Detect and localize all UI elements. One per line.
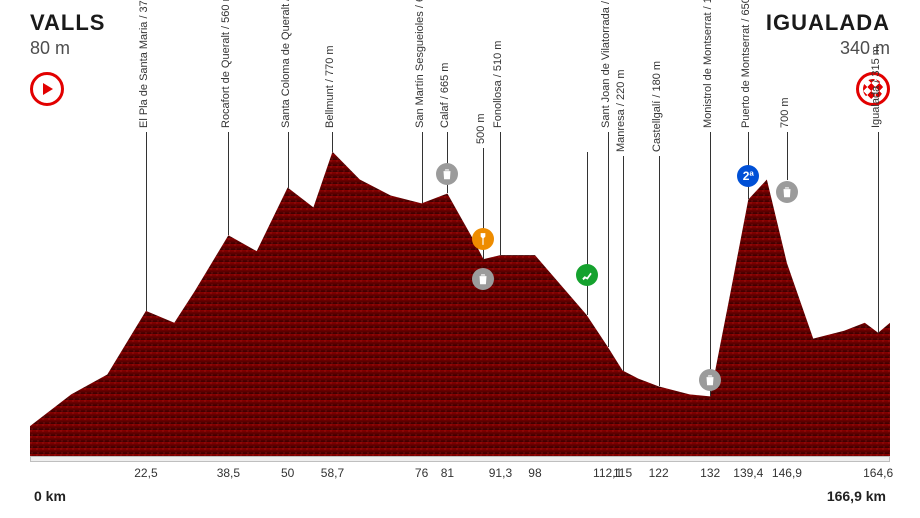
header: VALLS 80 m IGUALADA 340 m	[30, 10, 890, 59]
km-tick: 91,3	[489, 466, 512, 480]
km-tick: 38,5	[217, 466, 240, 480]
km-end-label: 166,9 km	[827, 488, 886, 504]
poi-label: Manresa / 220 m	[615, 69, 627, 152]
poi-guideline	[422, 132, 423, 204]
poi-label: 700 m	[779, 97, 791, 128]
poi-label: Fonollosa / 510 m	[492, 40, 504, 127]
poi-guideline	[659, 156, 660, 387]
trash-icon	[776, 181, 798, 203]
km-tick: 164,6	[863, 466, 893, 480]
km-tick: 58,7	[321, 466, 344, 480]
trash-icon	[699, 369, 721, 391]
km-tick: 115	[613, 466, 632, 480]
poi-guideline	[623, 156, 624, 371]
km-axis: 22,538,55058,7768191,398112,111512213213…	[30, 466, 890, 484]
km-tick: 146,9	[772, 466, 802, 480]
poi-label: San Martín Sesgueioles / 640 m	[414, 0, 426, 128]
km-start-label: 0 km	[34, 488, 66, 504]
poi-label: Bellmunt / 770 m	[324, 45, 336, 128]
poi-label: Monistrol de Montserrat / 155 m	[702, 0, 714, 128]
km-tick: 76	[415, 466, 428, 480]
poi-label: Igualada / 315 m	[870, 46, 882, 128]
header-start: VALLS 80 m	[30, 10, 105, 59]
poi-label: Calaf / 665 m	[439, 62, 451, 127]
poi-guideline	[228, 132, 229, 235]
trash-icon	[436, 163, 458, 185]
poi-label: Puerto de Montserrat / 650 m	[740, 0, 752, 128]
poi-guideline	[710, 132, 711, 397]
poi-guideline	[587, 152, 588, 315]
poi-label: Castellgalí / 180 m	[651, 61, 663, 152]
km-tick: 50	[281, 466, 294, 480]
poi-guideline	[332, 132, 333, 152]
elevation-chart: El Pla de Santa Maria / 370 mRocafort de…	[30, 100, 890, 458]
feed-icon	[472, 228, 494, 250]
km-tick: 132	[700, 466, 720, 480]
profile-fill	[30, 100, 890, 458]
km-tick: 81	[441, 466, 454, 480]
km-tick: 22,5	[134, 466, 157, 480]
climb-icon: 2ª	[737, 165, 759, 187]
poi-guideline	[608, 132, 609, 347]
km-endpoints: 0 km 166,9 km	[30, 488, 890, 506]
poi-guideline	[146, 132, 147, 311]
baseline-bar	[30, 456, 890, 462]
poi-guideline	[878, 132, 879, 333]
poi-guideline	[288, 132, 289, 188]
poi-guideline	[787, 132, 788, 180]
poi-label: Rocafort de Queralt / 560 m	[220, 0, 232, 128]
km-tick: 98	[528, 466, 541, 480]
poi-guideline	[500, 132, 501, 255]
km-tick: 139,4	[733, 466, 763, 480]
start-city: VALLS	[30, 10, 105, 36]
poi-label: Sant Joan de Vilatorrada / 280 m	[600, 0, 612, 128]
play-icon	[43, 83, 53, 95]
stage-profile-container: VALLS 80 m IGUALADA 340 m	[0, 0, 920, 518]
poi-label: Santa Coloma de Queralt / 680 m	[280, 0, 292, 128]
sprint-icon	[576, 264, 598, 286]
finish-city: IGUALADA	[766, 10, 890, 36]
km-tick: 122	[649, 466, 669, 480]
poi-label: 500 m	[475, 113, 487, 144]
start-altitude: 80 m	[30, 38, 105, 59]
trash-icon	[472, 268, 494, 290]
poi-label: El Pla de Santa Maria / 370 m	[138, 0, 150, 128]
